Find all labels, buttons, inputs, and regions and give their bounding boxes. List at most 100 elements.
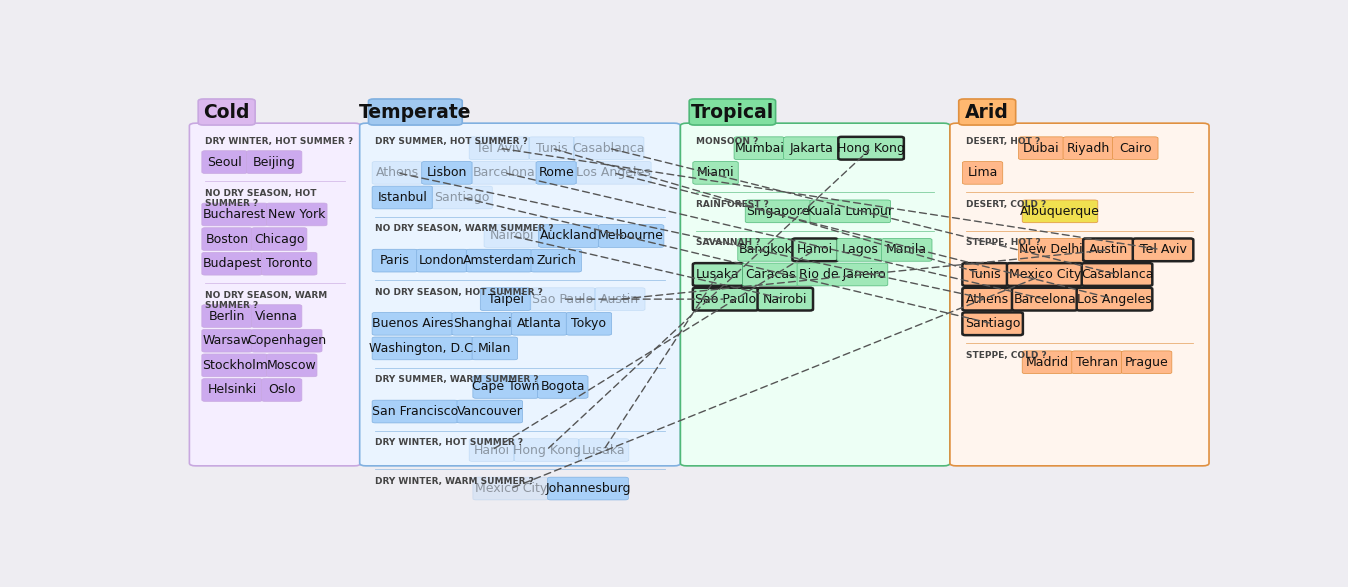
FancyBboxPatch shape bbox=[594, 288, 646, 311]
FancyBboxPatch shape bbox=[202, 379, 263, 402]
FancyBboxPatch shape bbox=[758, 288, 813, 311]
FancyBboxPatch shape bbox=[202, 203, 267, 226]
FancyBboxPatch shape bbox=[202, 354, 267, 377]
Text: Berlin: Berlin bbox=[209, 309, 245, 323]
FancyBboxPatch shape bbox=[1019, 137, 1064, 160]
Text: SAVANNAH ?: SAVANNAH ? bbox=[696, 238, 760, 247]
Text: Casablanca: Casablanca bbox=[573, 141, 644, 155]
FancyBboxPatch shape bbox=[962, 312, 1023, 335]
Text: Albuquerque: Albuquerque bbox=[1020, 205, 1100, 218]
Text: Tunis: Tunis bbox=[969, 268, 1000, 281]
Text: Auckland: Auckland bbox=[541, 230, 597, 242]
FancyBboxPatch shape bbox=[466, 249, 532, 272]
Text: DRY WINTER, WARM SUMMER ?: DRY WINTER, WARM SUMMER ? bbox=[375, 477, 534, 486]
FancyBboxPatch shape bbox=[537, 161, 577, 184]
Text: NO DRY SEASON, HOT SUMMER ?: NO DRY SEASON, HOT SUMMER ? bbox=[375, 288, 543, 296]
FancyBboxPatch shape bbox=[368, 99, 462, 125]
FancyBboxPatch shape bbox=[578, 438, 630, 461]
Text: Bucharest: Bucharest bbox=[204, 208, 266, 221]
FancyBboxPatch shape bbox=[202, 305, 252, 328]
FancyBboxPatch shape bbox=[1132, 238, 1193, 261]
FancyBboxPatch shape bbox=[372, 337, 473, 360]
FancyBboxPatch shape bbox=[531, 249, 581, 272]
FancyBboxPatch shape bbox=[599, 225, 665, 247]
Text: Santiago: Santiago bbox=[965, 317, 1020, 330]
Text: Kuala Lumpur: Kuala Lumpur bbox=[807, 205, 894, 218]
Text: Oslo: Oslo bbox=[268, 383, 295, 396]
Text: Athens: Athens bbox=[376, 166, 419, 180]
Text: Sao Paulo: Sao Paulo bbox=[532, 293, 593, 306]
FancyBboxPatch shape bbox=[372, 249, 418, 272]
Text: NO DRY SEASON, HOT
SUMMER ?: NO DRY SEASON, HOT SUMMER ? bbox=[205, 189, 317, 208]
FancyBboxPatch shape bbox=[417, 249, 468, 272]
FancyBboxPatch shape bbox=[484, 225, 539, 247]
FancyBboxPatch shape bbox=[547, 477, 628, 500]
FancyBboxPatch shape bbox=[530, 288, 596, 311]
Text: Tropical: Tropical bbox=[690, 103, 774, 122]
FancyBboxPatch shape bbox=[882, 238, 931, 261]
FancyBboxPatch shape bbox=[797, 263, 888, 286]
Text: Shanghai: Shanghai bbox=[453, 317, 511, 330]
Text: Washington, D.C.: Washington, D.C. bbox=[368, 342, 476, 355]
Text: Mumbai: Mumbai bbox=[735, 141, 785, 155]
Text: Johannesburg: Johannesburg bbox=[545, 482, 631, 495]
Text: Austin: Austin bbox=[600, 293, 639, 306]
FancyBboxPatch shape bbox=[262, 379, 302, 402]
FancyBboxPatch shape bbox=[1012, 288, 1077, 311]
Text: Paris: Paris bbox=[380, 254, 410, 267]
FancyBboxPatch shape bbox=[576, 161, 651, 184]
FancyBboxPatch shape bbox=[681, 123, 950, 466]
FancyBboxPatch shape bbox=[262, 252, 317, 275]
Text: Istanbul: Istanbul bbox=[377, 191, 427, 204]
Text: Athens: Athens bbox=[967, 293, 1010, 306]
Text: NO DRY SEASON, WARM
SUMMER ?: NO DRY SEASON, WARM SUMMER ? bbox=[205, 291, 328, 310]
FancyBboxPatch shape bbox=[958, 99, 1015, 125]
Text: Lima: Lima bbox=[968, 166, 998, 180]
FancyBboxPatch shape bbox=[1064, 137, 1113, 160]
FancyBboxPatch shape bbox=[202, 329, 252, 352]
Text: Vienna: Vienna bbox=[255, 309, 298, 323]
FancyBboxPatch shape bbox=[360, 123, 681, 466]
FancyBboxPatch shape bbox=[480, 288, 531, 311]
FancyBboxPatch shape bbox=[1084, 238, 1134, 261]
FancyBboxPatch shape bbox=[472, 161, 537, 184]
Text: STEPPE, COLD ?: STEPPE, COLD ? bbox=[965, 350, 1046, 360]
Text: Sao Paulo: Sao Paulo bbox=[696, 293, 756, 306]
FancyBboxPatch shape bbox=[838, 137, 905, 160]
Text: Taipei: Taipei bbox=[488, 293, 523, 306]
Text: Milan: Milan bbox=[479, 342, 511, 355]
Text: Tel Aviv: Tel Aviv bbox=[1139, 244, 1186, 257]
Text: Barcelona: Barcelona bbox=[1014, 293, 1076, 306]
FancyBboxPatch shape bbox=[528, 137, 574, 160]
Text: Cairo: Cairo bbox=[1119, 141, 1151, 155]
Text: DRY SUMMER, WARM SUMMER ?: DRY SUMMER, WARM SUMMER ? bbox=[375, 375, 539, 384]
Text: Mexico City: Mexico City bbox=[1008, 268, 1081, 281]
Text: Toronto: Toronto bbox=[266, 257, 313, 270]
FancyBboxPatch shape bbox=[202, 228, 252, 251]
Text: Tokyo: Tokyo bbox=[572, 317, 607, 330]
Text: Jakarta: Jakarta bbox=[790, 141, 833, 155]
Text: Los Angeles: Los Angeles bbox=[576, 166, 651, 180]
FancyBboxPatch shape bbox=[962, 288, 1012, 311]
Text: Hanoi: Hanoi bbox=[473, 444, 510, 457]
FancyBboxPatch shape bbox=[783, 137, 840, 160]
Text: Hong Kong: Hong Kong bbox=[837, 141, 905, 155]
FancyBboxPatch shape bbox=[810, 200, 891, 222]
Text: Bangkok: Bangkok bbox=[739, 244, 793, 257]
Text: Rio de Janeiro: Rio de Janeiro bbox=[799, 268, 886, 281]
Text: Buenos Aires: Buenos Aires bbox=[372, 317, 453, 330]
FancyBboxPatch shape bbox=[469, 137, 530, 160]
Text: Moscow: Moscow bbox=[267, 359, 317, 372]
FancyBboxPatch shape bbox=[252, 228, 307, 251]
FancyBboxPatch shape bbox=[469, 438, 515, 461]
FancyBboxPatch shape bbox=[431, 186, 492, 209]
Text: Barcelona: Barcelona bbox=[473, 166, 535, 180]
Text: New York: New York bbox=[268, 208, 325, 221]
Text: STEPPE, HOT ?: STEPPE, HOT ? bbox=[965, 238, 1041, 247]
FancyBboxPatch shape bbox=[573, 137, 644, 160]
FancyBboxPatch shape bbox=[538, 376, 588, 398]
Text: New Delhi: New Delhi bbox=[1019, 244, 1082, 257]
Text: Hanoi: Hanoi bbox=[797, 244, 833, 257]
Text: Prague: Prague bbox=[1124, 356, 1169, 369]
Text: Cold: Cold bbox=[204, 103, 249, 122]
